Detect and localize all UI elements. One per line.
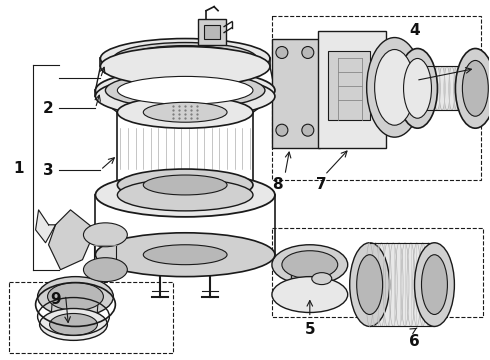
Text: 3: 3 xyxy=(43,162,54,177)
Ellipse shape xyxy=(83,223,127,247)
Ellipse shape xyxy=(415,243,454,327)
Ellipse shape xyxy=(272,245,348,285)
Ellipse shape xyxy=(282,251,338,279)
Bar xyxy=(9,282,173,353)
Polygon shape xyxy=(49,210,96,270)
Ellipse shape xyxy=(143,245,227,265)
Polygon shape xyxy=(50,297,98,324)
Ellipse shape xyxy=(455,49,490,128)
Text: 1: 1 xyxy=(13,161,24,176)
Ellipse shape xyxy=(49,314,98,336)
Ellipse shape xyxy=(143,175,227,195)
Ellipse shape xyxy=(272,276,348,312)
Text: 6: 6 xyxy=(409,334,420,349)
Bar xyxy=(198,19,226,45)
Ellipse shape xyxy=(105,72,265,108)
Bar xyxy=(328,50,369,120)
Ellipse shape xyxy=(96,173,275,217)
Text: 8: 8 xyxy=(272,177,283,193)
Bar xyxy=(272,228,483,318)
Ellipse shape xyxy=(302,46,314,58)
Text: 9: 9 xyxy=(50,292,61,307)
Ellipse shape xyxy=(125,45,245,71)
Ellipse shape xyxy=(113,42,257,75)
Ellipse shape xyxy=(40,309,107,340)
Polygon shape xyxy=(427,67,475,110)
Ellipse shape xyxy=(404,58,432,118)
Ellipse shape xyxy=(463,60,489,116)
Polygon shape xyxy=(36,210,55,243)
Ellipse shape xyxy=(421,255,447,315)
Ellipse shape xyxy=(302,124,314,136)
Ellipse shape xyxy=(375,50,415,125)
Text: 2: 2 xyxy=(43,101,54,116)
Ellipse shape xyxy=(118,96,253,128)
Text: 7: 7 xyxy=(317,177,327,193)
Ellipse shape xyxy=(38,276,113,316)
Ellipse shape xyxy=(118,179,253,211)
Ellipse shape xyxy=(48,283,103,310)
Ellipse shape xyxy=(276,46,288,58)
Bar xyxy=(272,15,481,180)
Text: 5: 5 xyxy=(304,322,315,337)
Ellipse shape xyxy=(118,169,253,201)
Ellipse shape xyxy=(143,102,227,122)
Ellipse shape xyxy=(312,273,332,285)
Ellipse shape xyxy=(96,69,275,111)
Ellipse shape xyxy=(350,243,390,327)
Ellipse shape xyxy=(83,258,127,282)
Ellipse shape xyxy=(100,46,270,86)
Ellipse shape xyxy=(100,39,270,78)
Ellipse shape xyxy=(367,37,422,137)
Ellipse shape xyxy=(357,255,383,315)
Ellipse shape xyxy=(96,233,275,276)
Polygon shape xyxy=(369,243,435,327)
Bar xyxy=(318,31,386,148)
Ellipse shape xyxy=(118,76,253,104)
Bar xyxy=(272,39,320,148)
Text: 4: 4 xyxy=(409,23,420,38)
Bar xyxy=(204,24,220,39)
Ellipse shape xyxy=(276,124,288,136)
Ellipse shape xyxy=(397,49,438,128)
Ellipse shape xyxy=(96,75,275,117)
